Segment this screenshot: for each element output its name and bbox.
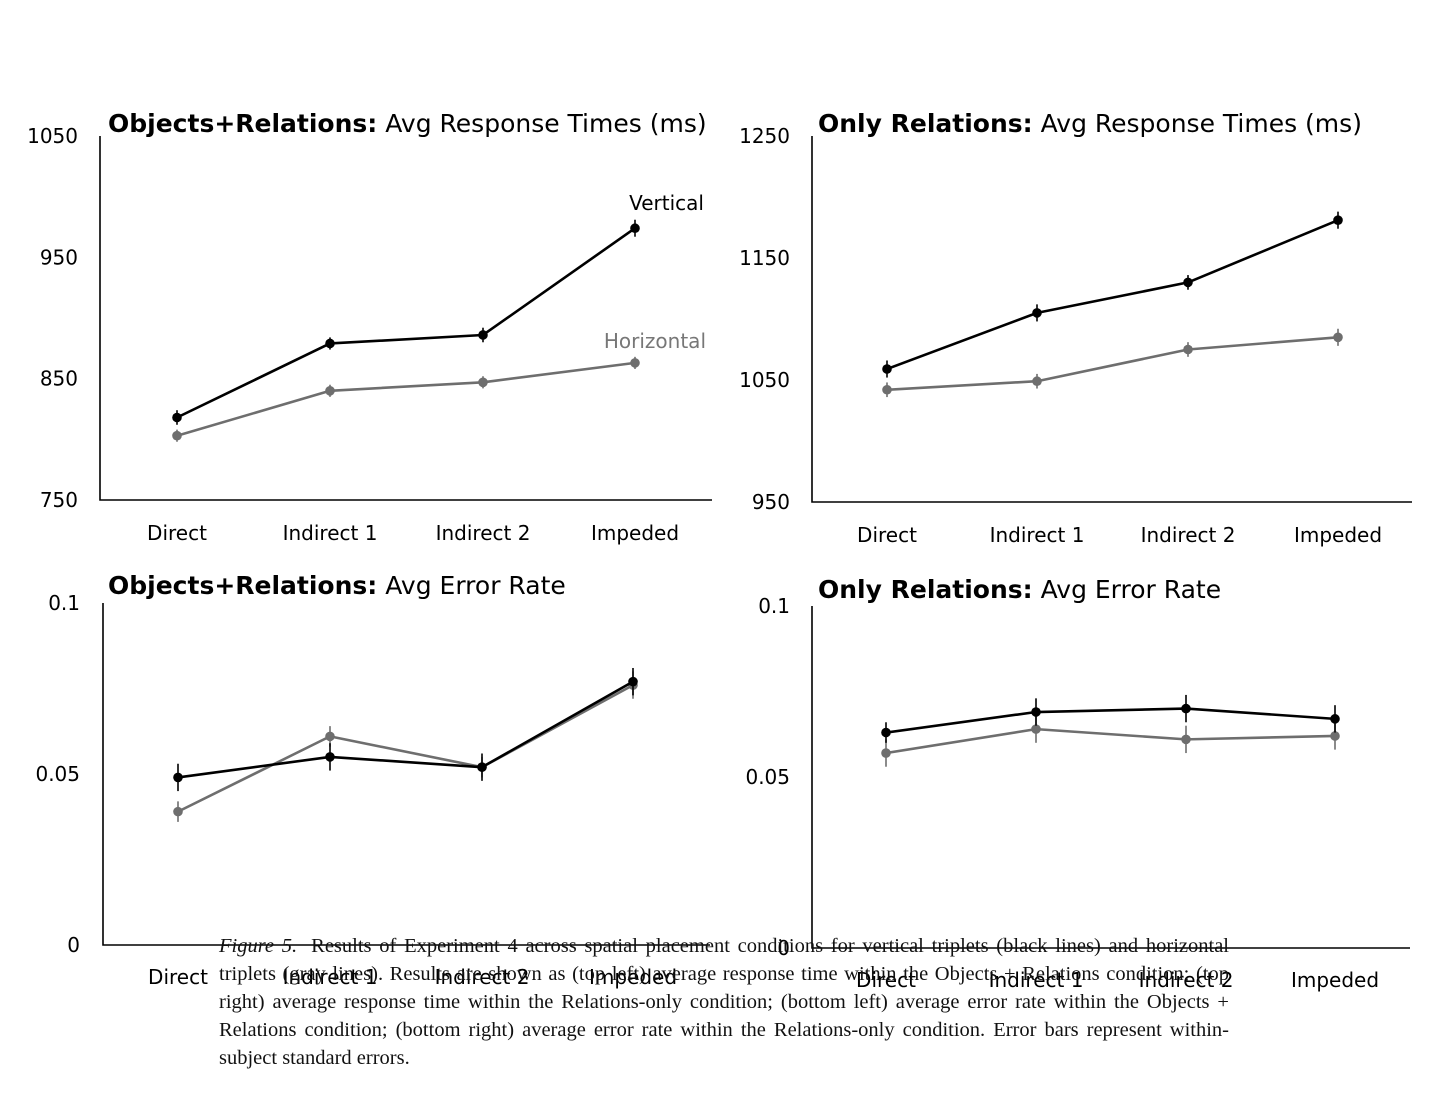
data-point [1183,277,1193,288]
y-tick-label: 0.1 [48,591,80,615]
series-line-gray [886,336,1339,392]
axis-lines [99,136,712,501]
x-tick-label: Impeded [1294,523,1382,547]
series-line-black [177,680,634,779]
data-point [1032,376,1042,387]
data-point [173,806,183,817]
x-tick-label: Direct [147,521,207,545]
x-tick-label: Indirect 1 [989,968,1084,992]
y-tick-label: 1250 [739,124,790,148]
x-tick-label: Direct [857,523,917,547]
data-point [628,676,638,687]
y-tick-label: 1150 [739,246,790,270]
data-point [630,358,640,368]
chart-title-bold: Objects+Relations: [108,571,377,600]
chart-title-rest: Avg Error Rate [385,571,565,600]
x-tick-label: Indirect 2 [435,965,530,989]
data-point [478,330,488,340]
data-point [1031,724,1041,734]
data-point [630,223,640,234]
data-point [882,384,892,395]
data-point [1181,734,1191,745]
series-label-horizontal: Horizontal [604,329,706,353]
data-point [325,752,335,762]
data-point [477,762,487,772]
chart-title-bold: Only Relations: [818,575,1033,604]
chart-title-rest: Avg Response Times (ms) [385,109,706,138]
x-tick-label: Direct [856,968,916,992]
chart-title-bold: Objects+Relations: [108,109,377,138]
data-point [1330,714,1340,724]
x-tick-label: Indirect 1 [990,523,1085,547]
chart-title: Only Relations: Avg Response Times (ms) [818,109,1362,138]
chart-title: Objects+Relations: Avg Error Rate [108,571,566,600]
data-point [325,386,335,396]
x-tick-label: Indirect 1 [283,965,378,989]
data-point [325,731,335,742]
series-line-black [176,227,636,419]
y-tick-label: 0 [67,933,80,957]
data-point [478,377,488,388]
y-tick-label: 1050 [739,368,790,392]
data-point [1333,332,1343,343]
y-tick-label: 950 [752,490,790,514]
y-tick-label: 850 [40,367,78,391]
chart-title: Objects+Relations: Avg Response Times (ms… [108,109,707,138]
axis-lines [811,136,1412,503]
y-tick-label: 0 [777,936,790,960]
y-tick-label: 1050 [27,124,78,148]
x-tick-label: Indirect 2 [436,521,531,545]
chart-title: Only Relations: Avg Error Rate [818,575,1221,604]
series-line-gray [885,727,1336,755]
x-tick-label: Direct [148,965,208,989]
data-point [881,727,891,738]
y-tick-label: 0.1 [758,594,790,618]
axis-lines [102,603,710,946]
chart-panel-3: 0 0.05 0.1 Direct Indirect 1 Indirect 2 Impede… [35,571,710,989]
y-tick-label: 750 [40,488,78,512]
data-point [325,338,335,349]
figure-caption: Figure 5. Results of Experiment 4 across … [219,932,1229,1072]
x-tick-label: Indirect 2 [1141,523,1236,547]
data-point [172,412,182,423]
x-tick-label: Impeded [589,965,677,989]
y-tick-label: 950 [40,245,78,269]
data-point [1031,707,1041,717]
chart-title-rest: Avg Response Times (ms) [1041,109,1362,138]
x-tick-label: Indirect 2 [1139,968,1234,992]
data-point [881,748,891,758]
axis-lines [811,606,1410,949]
series-line-gray [177,683,634,813]
x-tick-label: Indirect 1 [283,521,378,545]
chart-title-bold: Only Relations: [818,109,1033,138]
data-point [1032,308,1042,318]
series-line-black [886,218,1339,371]
y-tick-label: 0.05 [35,762,80,786]
data-point [173,772,183,783]
caption-label: Figure 5. [219,935,298,957]
data-point [172,430,182,441]
y-tick-label: 0.05 [745,765,790,789]
series-line-gray [176,361,636,437]
x-tick-label: Impeded [591,521,679,545]
chart-panel-2: 950 1050 1150 1250 Direct Indirect 1 Indirect … [739,109,1412,547]
x-tick-label: Impeded [1291,968,1379,992]
series-line-black [885,707,1336,734]
data-point [882,364,892,374]
data-point [1330,731,1340,741]
chart-panel-4: 0 0.05 0.1 Direct Indirect 1 Indirect 2 Impede… [745,575,1410,992]
chart-panel-1: 750 850 950 1050 Direct Indirect 1 Indirect 2 I… [27,109,712,545]
chart-title-rest: Avg Error Rate [1041,575,1221,604]
data-point [1181,703,1191,714]
series-label-vertical: Vertical [629,191,704,215]
data-point [1333,215,1343,225]
caption-text: Results of Experiment 4 across spatial p… [219,935,1229,1069]
data-point [1183,344,1193,355]
